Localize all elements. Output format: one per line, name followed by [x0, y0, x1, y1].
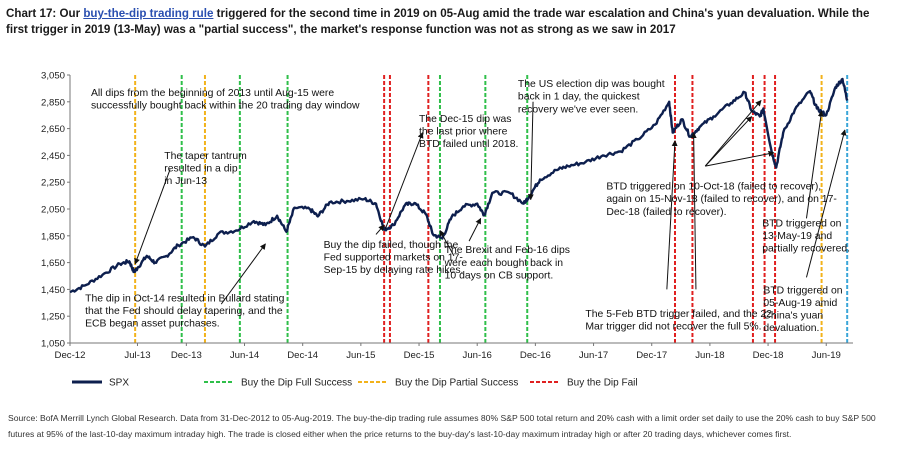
annotation-line: devaluation. — [763, 323, 819, 334]
annotation-line: 05-Aug-19 amid — [763, 298, 837, 309]
annotation-arrow — [805, 110, 824, 219]
legend-label-spx: SPX — [109, 378, 129, 389]
x-tick-label: Dec-13 — [171, 350, 202, 361]
annotation-line: The US election dip was bought — [518, 79, 665, 90]
y-tick-label: 1,050 — [41, 339, 65, 350]
x-tick-label: Jun-17 — [579, 350, 608, 361]
x-tick-label: Jun-15 — [346, 350, 375, 361]
annotation-arrow — [805, 129, 847, 278]
annotation-line: China's yuan — [763, 311, 823, 322]
annotation-line: that the Fed should delay tapering, and … — [85, 306, 283, 317]
annotation-text: The 5-Feb BTD trigger failed, and the 22… — [585, 309, 775, 333]
annotation-line: The taper tantrum — [164, 151, 247, 162]
y-tick-label: 1,250 — [41, 312, 65, 323]
annotation-arrow — [704, 100, 762, 167]
x-tick-label: Jun-14 — [230, 350, 260, 361]
x-tick-label: Jun-19 — [812, 350, 841, 361]
chart-title: Chart 17: Our buy-the-dip trading rule t… — [6, 6, 894, 38]
annotation-line: back in 1 day, the quickest — [518, 92, 640, 103]
annotation-arrow — [527, 101, 534, 201]
annotation-line: The Dec-15 dip was — [419, 114, 511, 125]
spx-chart: 1,050 1,250 1,450 1,650 1,850 2,050 2,250 2,450… — [41, 71, 853, 389]
annotation-line: partially recovered. — [762, 244, 850, 255]
y-tick-label: 2,650 — [41, 124, 65, 135]
annotation-text: The taper tantrum resulted in a dip in Jun… — [164, 151, 247, 187]
annotation-text: BTD triggered on 05-Aug-19 amid China's yu… — [763, 285, 842, 334]
x-tick-label: Dec-14 — [287, 350, 319, 361]
annotation-line: Sep-15 by delaying rate hikes. — [324, 265, 464, 276]
legend-label-partial: Buy the Dip Partial Success — [395, 378, 518, 389]
annotation-text: The Dec-15 dip was the last prior where BT… — [419, 114, 518, 150]
x-tick-label: Jul-13 — [124, 350, 150, 361]
y-tick-label: 1,450 — [41, 285, 65, 296]
axes: 1,050 1,250 1,450 1,650 1,850 2,050 2,250 2,450… — [41, 71, 853, 361]
y-tick-label: 1,650 — [41, 258, 65, 269]
legend-label-fail: Buy the Dip Fail — [567, 378, 638, 389]
annotation-text: BTD triggered on 13-May-19 and partially r… — [762, 218, 850, 254]
annotation-line: in Jun-13 — [164, 176, 207, 187]
x-tick-label: Dec-18 — [753, 350, 784, 361]
title-prefix: Chart 17: Our — [6, 7, 84, 20]
annotation-text: BTD triggered on 10-Oct-18 (failed to re… — [606, 182, 836, 218]
annotation-line: Mar trigger did not recover the full 5%. — [585, 321, 761, 332]
x-tick-label: Dec-16 — [520, 350, 551, 361]
title-rest: triggered for the second time in 2019 on… — [6, 7, 870, 36]
annotations: All dips from the beginning of 2013 unti… — [85, 79, 850, 334]
annotation-arrow — [690, 132, 697, 290]
x-tick-label: Jun-18 — [695, 350, 724, 361]
annotation-arrow — [704, 116, 753, 167]
annotation-arrow — [666, 140, 678, 290]
annotation-arrow — [439, 229, 455, 257]
annotation-arrow — [220, 243, 266, 305]
annotation-line: again on 15-Nov-18 (failed to recover), … — [606, 194, 836, 205]
spx-line — [69, 77, 849, 294]
x-tick-label: Jun-16 — [463, 350, 492, 361]
y-tick-label: 2,450 — [41, 151, 65, 162]
annotation-line: resulted in a dip — [164, 163, 238, 174]
series-layer — [69, 77, 849, 294]
annotation-line: ECB began asset purchases. — [85, 319, 220, 330]
annotation-arrows — [134, 100, 847, 305]
annotation-line: 13-May-19 and — [762, 231, 832, 242]
annotation-text: All dips from the beginning of 2013 unti… — [91, 88, 360, 112]
annotation-text: The US election dip was bought back in 1 … — [518, 79, 665, 115]
y-tick-label: 1,850 — [41, 231, 65, 242]
annotation-line: were each bought back in — [444, 258, 564, 269]
annotation-arrow — [468, 217, 482, 242]
annotation-arrow — [134, 169, 171, 265]
buy-the-dip-link[interactable]: buy-the-dip trading rule — [83, 7, 214, 20]
annotation-line: The dip in Oct-14 resulted in Bullard st… — [85, 293, 284, 304]
y-tick-label: 2,050 — [41, 205, 65, 216]
y-tick-label: 3,050 — [41, 71, 65, 82]
legend: SPX Buy the Dip Full Success Buy the Dip P… — [72, 378, 638, 389]
annotation-line: 10 days on CB support. — [445, 270, 554, 281]
annotation-line: BTD failed until 2018. — [419, 139, 518, 150]
annotation-line: BTD triggered on — [763, 285, 842, 296]
trigger-lines — [134, 75, 849, 343]
x-tick-label: Dec-17 — [636, 350, 667, 361]
annotation-line: BTD triggered on 10-Oct-18 (failed to re… — [606, 182, 821, 193]
source-note: Source: BofA Merrill Lynch Global Resear… — [8, 413, 876, 439]
y-tick-label: 2,250 — [41, 178, 65, 189]
annotation-arrow — [375, 224, 385, 235]
annotation-line: Fed supported markets on 17- — [324, 252, 463, 263]
annotation-arrow — [384, 132, 424, 230]
annotation-text: The Brexit and Feb-16 dips were each boug… — [444, 245, 570, 281]
annotation-line: successfully bought back within the 20 t… — [91, 100, 360, 111]
annotation-line: recovery we've ever seen. — [518, 104, 638, 115]
y-tick-label: 2,850 — [41, 97, 65, 108]
x-tick-label: Dec-15 — [404, 350, 435, 361]
annotation-line: the last prior where — [419, 127, 508, 138]
annotation-line: Buy the dip failed, though the — [324, 240, 459, 251]
annotation-line: BTD triggered on — [762, 218, 841, 229]
annotation-text: The dip in Oct-14 resulted in Bullard st… — [85, 293, 284, 329]
annotation-arrow — [705, 150, 775, 167]
annotation-line: All dips from the beginning of 2013 unti… — [91, 88, 334, 99]
annotation-text: Buy the dip failed, though the Fed suppor… — [324, 240, 464, 276]
x-tick-label: Dec-12 — [55, 350, 86, 361]
annotation-line: The Brexit and Feb-16 dips — [445, 245, 570, 256]
annotation-line: The 5-Feb BTD trigger failed, and the 22… — [585, 309, 775, 320]
annotation-line: Dec-18 (failed to recover). — [606, 207, 726, 218]
legend-label-success: Buy the Dip Full Success — [241, 378, 352, 389]
